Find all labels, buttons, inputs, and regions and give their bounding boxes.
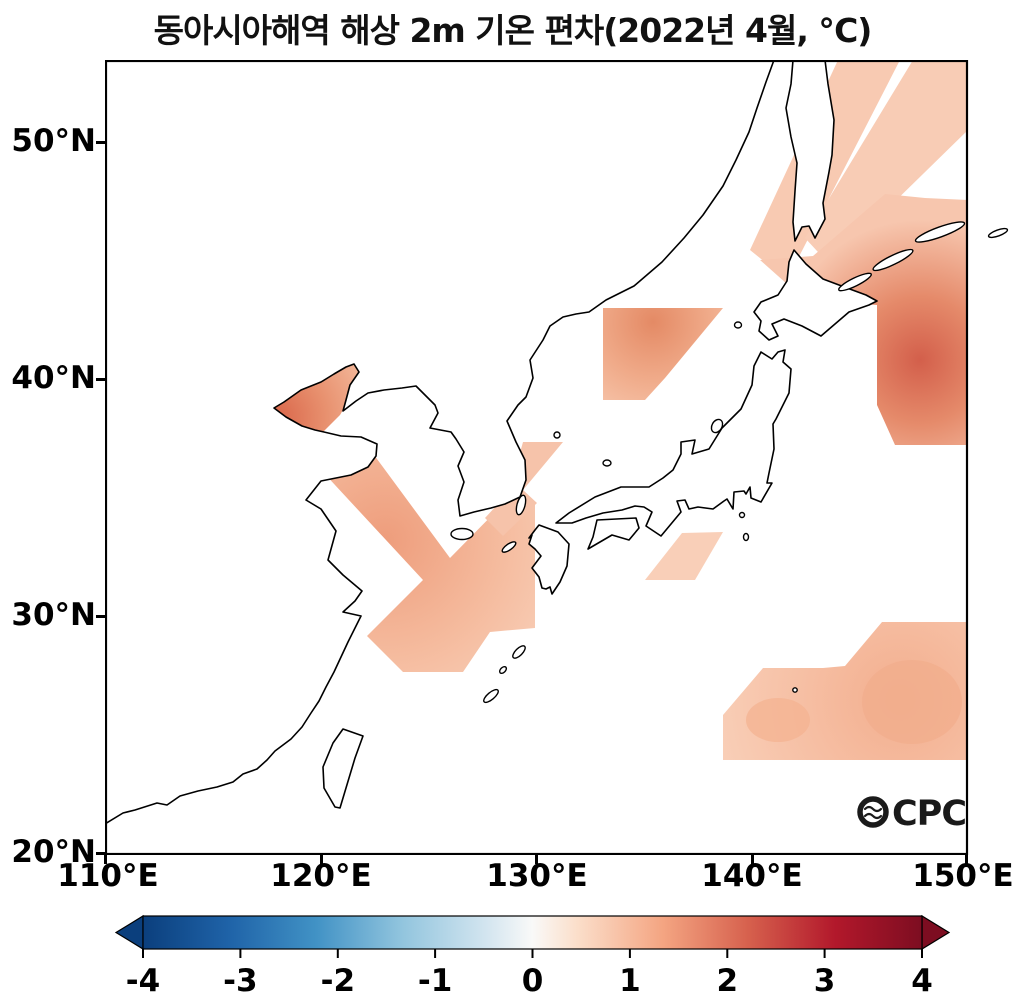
ocpc-logo: CPC (857, 794, 967, 834)
y-tick-20n (96, 852, 105, 855)
coastline-hokkaido (753, 249, 878, 341)
island-amami-2 (498, 665, 508, 675)
anomaly-subtropical-core-west (746, 698, 810, 742)
islet-dot-pacific (792, 687, 798, 693)
colorbar-label-neg3: -3 (223, 963, 257, 999)
island-jeju (450, 527, 474, 541)
island-amami-1 (512, 645, 526, 659)
x-tick-130e (535, 855, 538, 864)
island-goto (501, 541, 517, 553)
island-izu-2 (742, 532, 750, 542)
island-tsushima (515, 494, 527, 516)
coastline-mainland-asia (105, 60, 775, 825)
island-urup (914, 221, 966, 243)
map-border (105, 60, 969, 855)
coastline-taiwan (322, 728, 364, 809)
colorbar-label-2: 2 (717, 963, 739, 999)
anomaly-kuril-pacific (760, 194, 968, 445)
island-iturup (872, 248, 914, 272)
coastlines (105, 60, 1009, 825)
x-tick-150e (965, 855, 968, 864)
x-tick-140e (751, 855, 754, 864)
island-izu-1 (738, 511, 746, 519)
island-ulleung (553, 431, 561, 439)
x-tick-label-130e: 130°E (486, 858, 588, 894)
x-tick-label-120e: 120°E (270, 858, 372, 894)
island-okinawa (483, 688, 499, 704)
y-tick-40n (96, 378, 105, 381)
colorbar-label-neg1: -1 (418, 963, 452, 999)
colorbar-label-neg2: -2 (321, 963, 355, 999)
coastline-sakhalin (785, 60, 835, 242)
colorbar-ticks (142, 949, 923, 958)
coastline-honshu (555, 349, 792, 537)
colorbar-extend-max-arrow (921, 914, 951, 951)
x-tick-120e (320, 855, 323, 864)
y-tick-label-40n: 40°N (11, 360, 96, 396)
anomaly-subtropical-core-east (862, 660, 962, 744)
ocpc-logo-o-icon (857, 796, 889, 828)
x-tick-label-150e: 150°E (912, 858, 1014, 894)
anomaly-sea-of-japan (603, 308, 723, 400)
coastline-shikoku (587, 517, 640, 550)
island-kunashir (838, 272, 872, 292)
anomaly-fields (245, 60, 968, 760)
x-tick-label-140e: 140°E (701, 858, 803, 894)
ocpc-logo-wave-icon (863, 805, 883, 820)
island-okushiri (733, 321, 743, 329)
x-tick-110e (104, 855, 107, 864)
island-sado (710, 418, 724, 434)
colorbar-label-0: 0 (522, 963, 544, 999)
anomaly-east-china-sea (310, 440, 535, 672)
chart-title: 동아시아해역 해상 2m 기온 편차(2022년 4월, ℃) (153, 11, 873, 50)
y-tick-label-30n: 30°N (11, 597, 96, 633)
colorbar-label-1: 1 (619, 963, 641, 999)
map-canvas: CPC (105, 60, 1009, 855)
y-tick-label-20n: 20°N (11, 834, 96, 870)
anomaly-korea-strait (485, 442, 563, 536)
y-tick-label-50n: 50°N (11, 123, 96, 159)
y-tick-50n (96, 141, 105, 144)
anomaly-okhotsk-band-east (805, 60, 968, 265)
anomaly-shikoku-south (645, 532, 723, 580)
ocpc-logo-text: CPC (892, 794, 966, 834)
island-oki (602, 459, 612, 467)
colorbar-label-neg4: -4 (126, 963, 160, 999)
x-tick-label-110e: 110°E (57, 858, 159, 894)
colorbar-gradient (142, 915, 923, 950)
colorbar: -4 -3 -2 -1 0 1 2 3 4 (114, 914, 951, 999)
colorbar-label-4: 4 (911, 963, 933, 999)
island-kuril-outside-border (987, 227, 1009, 239)
y-tick-30n (96, 615, 105, 618)
colorbar-label-3: 3 (814, 963, 836, 999)
colorbar-extend-min-arrow (114, 914, 144, 951)
coastline-kyushu (528, 524, 570, 595)
